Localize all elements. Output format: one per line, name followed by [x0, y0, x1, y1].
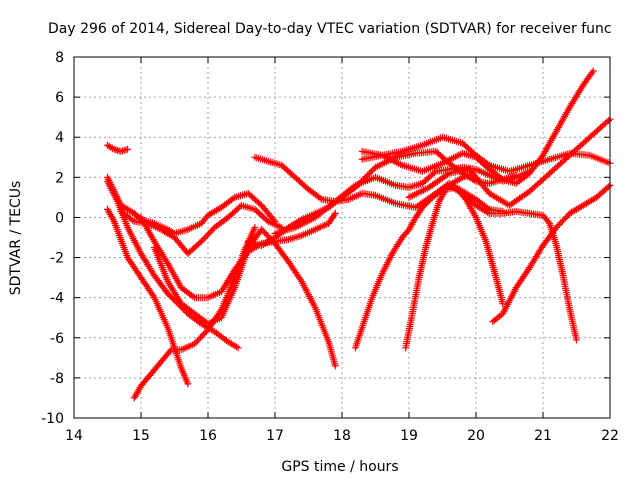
x-tick-label: 14 [65, 428, 83, 444]
series-track-l [358, 133, 614, 175]
y-tick-label: 8 [55, 50, 64, 66]
series-marks [117, 201, 286, 258]
series-marks [150, 225, 339, 370]
y-tick-label: -6 [50, 331, 64, 347]
y-tick-label: -2 [50, 251, 64, 267]
series-group [103, 67, 614, 402]
y-tick-label: -8 [50, 371, 64, 387]
chart-title: Day 296 of 2014, Sidereal Day-to-day VTE… [48, 21, 612, 37]
series-track-e [117, 201, 286, 258]
y-tick-label: -10 [41, 411, 64, 427]
series-track-k [271, 163, 534, 238]
series-marks [358, 67, 597, 187]
x-tick-label: 21 [534, 428, 552, 444]
series-track-h [150, 225, 339, 370]
x-tick-label: 16 [199, 428, 217, 444]
series-marks [402, 183, 507, 352]
series-marks [489, 181, 614, 326]
series-marks [103, 205, 192, 388]
plot-frame [73, 56, 611, 419]
series-marks [405, 115, 614, 209]
series-marks [103, 177, 242, 352]
x-tick-label: 22 [601, 428, 619, 444]
x-tick-label: 20 [467, 428, 485, 444]
series-marks [137, 209, 339, 302]
y-tick-label: 6 [55, 90, 64, 106]
series-marks [103, 141, 132, 155]
series-track-c [103, 177, 242, 352]
x-tick-label: 19 [400, 428, 418, 444]
x-tick-label: 17 [266, 428, 284, 444]
y-tick-label: 4 [55, 130, 64, 146]
x-tick-label: 18 [333, 428, 351, 444]
x-tick-label: 15 [132, 428, 150, 444]
series-track-o [402, 183, 507, 352]
series-track-g [137, 209, 339, 302]
series-marks [271, 163, 534, 238]
series-track-a [103, 141, 132, 155]
series-marks [358, 133, 614, 175]
y-tick-label: 2 [55, 170, 64, 186]
y-tick-label: -4 [50, 291, 64, 307]
series-track-q [489, 181, 614, 326]
y-tick-label: 0 [55, 210, 64, 226]
series-track-r [405, 115, 614, 209]
series-track-d [103, 205, 192, 388]
x-axis-label: GPS time / hours [281, 459, 398, 475]
y-axis-label: SDTVAR / TECUs [8, 181, 24, 296]
tick-labels: 14 15 16 17 18 19 20 21 22 -10 -8 -6 -4 -2 0 2 4 6 8 [41, 50, 619, 444]
series-track-m [358, 67, 597, 187]
